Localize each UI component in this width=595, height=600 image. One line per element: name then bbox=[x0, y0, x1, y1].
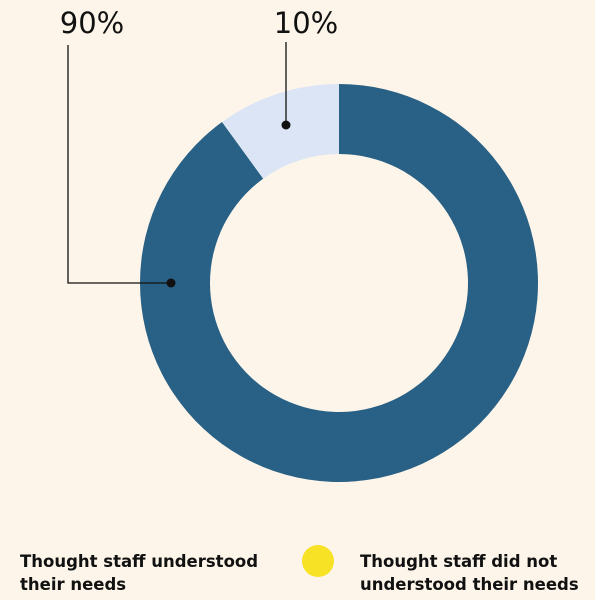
legend-marker bbox=[302, 545, 334, 577]
leader-dot bbox=[166, 278, 176, 288]
value-label: 10% bbox=[274, 6, 338, 40]
donut-slice bbox=[222, 84, 339, 179]
donut-slice bbox=[139, 84, 538, 482]
legend-text: Thought staff understood their needs bbox=[20, 552, 259, 594]
leader-dot bbox=[281, 120, 291, 130]
leader-line bbox=[67, 45, 171, 284]
donut bbox=[139, 84, 538, 482]
leader-lines bbox=[67, 42, 287, 284]
value-label: 90% bbox=[60, 6, 124, 40]
legend-text: Thought staff did not understood their n… bbox=[360, 552, 579, 594]
